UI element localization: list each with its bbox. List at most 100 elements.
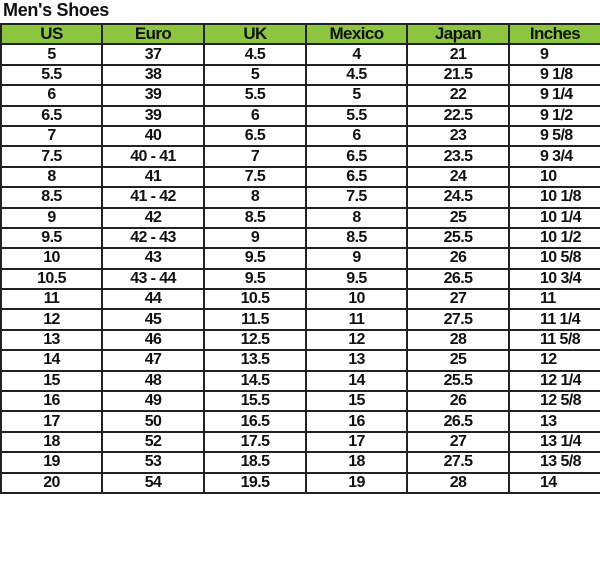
header-row: US Euro UK Mexico Japan Inches: [0, 22, 600, 46]
cell-euro: 38: [101, 63, 205, 87]
cell-uk: 8.5: [203, 206, 307, 229]
cell-japan: 25.5: [406, 369, 510, 393]
table-row: 13 46 12.5 12 28 11 5/8: [0, 328, 600, 352]
page-title: Men's Shoes: [3, 0, 110, 20]
cell-euro: 54: [101, 471, 205, 495]
table-row: 7.5 40 - 41 7 6.5 23.5 9 3/4: [0, 145, 600, 168]
cell-inches: 10 1/4: [508, 206, 600, 229]
cell-euro: 53: [101, 451, 205, 474]
cell-mexico: 16: [305, 410, 408, 433]
cell-uk: 5: [203, 63, 307, 87]
cell-us: 5: [0, 43, 103, 66]
table-row: 8 41 7.5 6.5 24 10: [0, 165, 600, 189]
cell-japan: 27.5: [406, 451, 510, 474]
table-row: 7 40 6.5 6 23 9 5/8: [0, 124, 600, 148]
cell-mexico: 8.5: [305, 226, 408, 250]
column-header-japan: Japan: [406, 22, 510, 46]
cell-inches: 9 1/2: [508, 104, 600, 127]
cell-euro: 42 - 43: [101, 226, 205, 250]
cell-us: 7: [0, 124, 103, 148]
cell-us: 20: [0, 471, 103, 495]
cell-mexico: 19: [305, 471, 408, 495]
cell-japan: 21.5: [406, 63, 510, 87]
cell-inches: 11 5/8: [508, 328, 600, 352]
cell-us: 6.5: [0, 104, 103, 127]
table-row: 9.5 42 - 43 9 8.5 25.5 10 1/2: [0, 226, 600, 250]
cell-japan: 26: [406, 390, 510, 413]
column-header-us: US: [0, 22, 103, 46]
cell-inches: 9: [508, 43, 600, 66]
cell-japan: 26.5: [406, 410, 510, 433]
cell-euro: 48: [101, 369, 205, 393]
cell-inches: 12 5/8: [508, 390, 600, 413]
cell-euro: 39: [101, 104, 205, 127]
cell-uk: 6: [203, 104, 307, 127]
cell-euro: 40 - 41: [101, 145, 205, 168]
cell-mexico: 6.5: [305, 165, 408, 189]
cell-japan: 25: [406, 206, 510, 229]
cell-inches: 11: [508, 288, 600, 311]
cell-uk: 19.5: [203, 471, 307, 495]
cell-euro: 37: [101, 43, 205, 66]
cell-euro: 41 - 42: [101, 186, 205, 209]
table-row: 18 52 17.5 17 27 13 1/4: [0, 430, 600, 454]
column-header-inches: Inches: [508, 22, 600, 46]
table-row: 6 39 5.5 5 22 9 1/4: [0, 84, 600, 107]
cell-mexico: 18: [305, 451, 408, 474]
column-header-euro: Euro: [101, 22, 205, 46]
cell-japan: 26: [406, 247, 510, 270]
table-row: 19 53 18.5 18 27.5 13 5/8: [0, 451, 600, 474]
cell-uk: 12.5: [203, 328, 307, 352]
cell-japan: 26.5: [406, 267, 510, 291]
table-row: 8.5 41 - 42 8 7.5 24.5 10 1/8: [0, 186, 600, 209]
cell-inches: 12: [508, 349, 600, 372]
cell-us: 17: [0, 410, 103, 433]
table-row: 20 54 19.5 19 28 14: [0, 471, 600, 495]
cell-inches: 9 3/4: [508, 145, 600, 168]
cell-euro: 46: [101, 328, 205, 352]
table-row: 10 43 9.5 9 26 10 5/8: [0, 247, 600, 270]
cell-inches: 13 1/4: [508, 430, 600, 454]
cell-inches: 9 1/8: [508, 63, 600, 87]
cell-us: 6: [0, 84, 103, 107]
table-row: 9 42 8.5 8 25 10 1/4: [0, 206, 600, 229]
table-row: 11 44 10.5 10 27 11: [0, 288, 600, 311]
cell-mexico: 9.5: [305, 267, 408, 291]
cell-euro: 41: [101, 165, 205, 189]
cell-us: 12: [0, 308, 103, 331]
cell-us: 8: [0, 165, 103, 189]
cell-us: 19: [0, 451, 103, 474]
cell-uk: 9.5: [203, 247, 307, 270]
cell-inches: 10 1/8: [508, 186, 600, 209]
cell-mexico: 12: [305, 328, 408, 352]
cell-uk: 14.5: [203, 369, 307, 393]
cell-euro: 39: [101, 84, 205, 107]
cell-us: 5.5: [0, 63, 103, 87]
cell-mexico: 15: [305, 390, 408, 413]
cell-inches: 14: [508, 471, 600, 495]
cell-japan: 28: [406, 328, 510, 352]
cell-us: 7.5: [0, 145, 103, 168]
cell-mexico: 6.5: [305, 145, 408, 168]
cell-euro: 43: [101, 247, 205, 270]
cell-mexico: 4.5: [305, 63, 408, 87]
cell-inches: 10 5/8: [508, 247, 600, 270]
cell-uk: 18.5: [203, 451, 307, 474]
cell-euro: 44: [101, 288, 205, 311]
cell-mexico: 5.5: [305, 104, 408, 127]
cell-mexico: 17: [305, 430, 408, 454]
table-row: 5.5 38 5 4.5 21.5 9 1/8: [0, 63, 600, 87]
cell-inches: 10 1/2: [508, 226, 600, 250]
cell-us: 14: [0, 349, 103, 372]
cell-us: 11: [0, 288, 103, 311]
cell-mexico: 11: [305, 308, 408, 331]
cell-uk: 16.5: [203, 410, 307, 433]
cell-us: 10: [0, 247, 103, 270]
cell-uk: 8: [203, 186, 307, 209]
cell-euro: 52: [101, 430, 205, 454]
table-row: 12 45 11.5 11 27.5 11 1/4: [0, 308, 600, 331]
cell-uk: 7.5: [203, 165, 307, 189]
cell-uk: 10.5: [203, 288, 307, 311]
cell-uk: 11.5: [203, 308, 307, 331]
column-header-uk: UK: [203, 22, 307, 46]
